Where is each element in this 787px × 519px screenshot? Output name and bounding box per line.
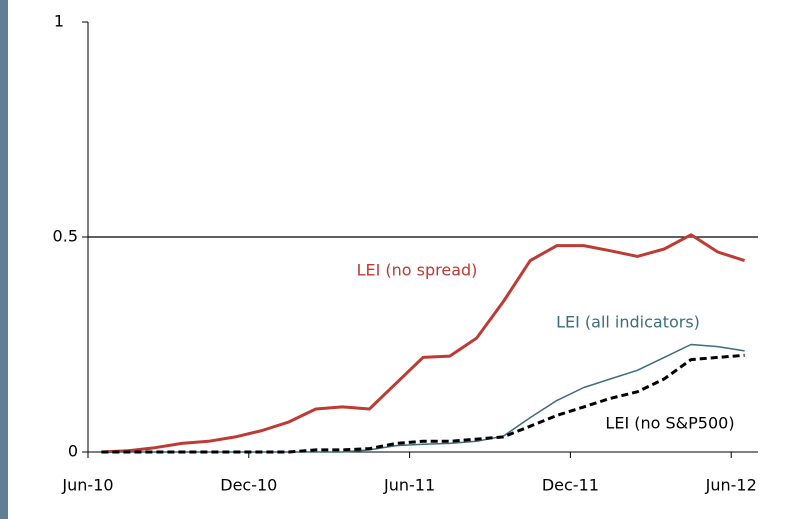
y-tick-label: 1 xyxy=(54,12,64,31)
x-tick-label: Jun-11 xyxy=(383,476,435,495)
series-line xyxy=(101,353,745,454)
x-tick-label: Dec-11 xyxy=(542,476,599,495)
series-label: LEI (all indicators) xyxy=(556,313,700,332)
y-tick-label: 0.5 xyxy=(53,227,78,246)
x-tick-label: Jun-12 xyxy=(705,476,757,495)
side-bar xyxy=(0,0,8,519)
x-tick-label: Dec-10 xyxy=(220,476,277,495)
series-label: LEI (no S&P500) xyxy=(605,414,734,433)
series-label: LEI (no spread) xyxy=(357,261,478,280)
series-line xyxy=(101,233,746,454)
y-tick-label: 0 xyxy=(68,442,78,461)
x-tick-label: Jun-10 xyxy=(61,476,113,495)
series-line xyxy=(101,343,745,453)
